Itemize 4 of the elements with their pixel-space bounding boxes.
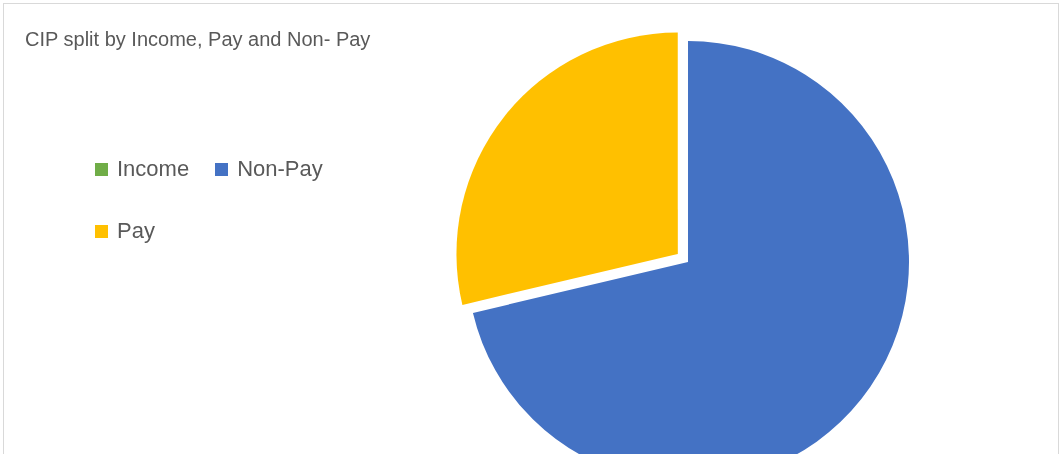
legend-label: Income — [117, 156, 190, 182]
chart-title: CIP split by Income, Pay and Non- Pay — [25, 28, 371, 51]
legend-label: Pay — [117, 218, 155, 244]
legend-label: Non-Pay — [237, 156, 323, 182]
